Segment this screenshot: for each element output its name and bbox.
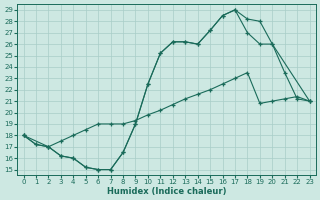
X-axis label: Humidex (Indice chaleur): Humidex (Indice chaleur) [107,187,226,196]
